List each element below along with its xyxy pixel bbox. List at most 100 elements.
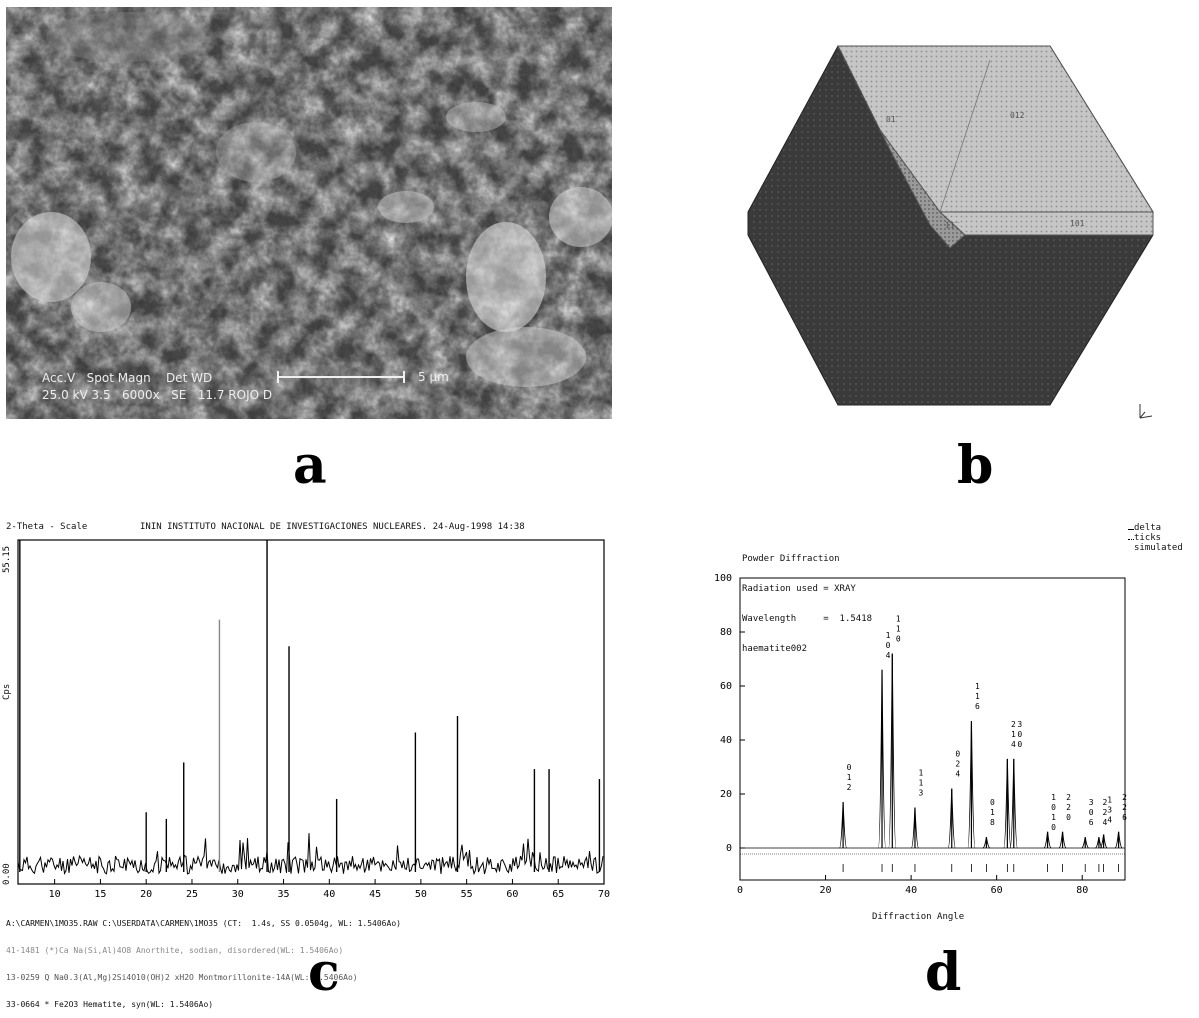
pd-hkl-label: 8 [990, 818, 995, 827]
xrd-header-right: ININ INSTITUTO NACIONAL DE INVESTIGACION… [140, 522, 525, 532]
pd-hkl-label: 3 [919, 789, 924, 798]
xrd-x-tick-label: 20 [140, 889, 152, 900]
pd-x-tick-label: 0 [737, 885, 743, 896]
pd-x-tick-label: 80 [1076, 885, 1088, 896]
pd-peak [888, 653, 897, 849]
face-label-4: 101 [1070, 219, 1085, 228]
xrd-header-left: 2-Theta - Scale [6, 522, 88, 532]
legend-label: ticks [1134, 533, 1162, 543]
xrd-noise-trace [17, 833, 604, 876]
pd-hkl-label: 0 [1017, 730, 1022, 739]
pd-hkl-label: 1 [1051, 793, 1056, 802]
pd-xlabel: Diffraction Angle [872, 912, 965, 922]
panel-label-a: a [293, 435, 327, 496]
pd-y-tick-label: 0 [726, 843, 732, 854]
pd-hkl-label: 4 [1107, 816, 1112, 825]
pd-y-tick-label: 100 [714, 573, 732, 584]
pd-hkl-label: 1 [975, 682, 980, 691]
legend-item-delta: delta [1128, 523, 1183, 533]
pd-hkl-label: 2 [1122, 793, 1127, 802]
pd-chart: 0 20 40 60 80 100 0 20 40 60 80 0 1 2 1 0 4 1 1 0 1 1 3 0 2 4 1 1 6 0… [700, 570, 1140, 930]
xrd-footer-line: 41-1481 (*)Ca Na(Si,Al)4O8 Anorthite, so… [6, 946, 344, 955]
xrd-footer-line: 33-0664 * Fe2O3 Hematite, syn(WL: 1.5406… [6, 1000, 214, 1009]
xrd-x-tick-label: 65 [552, 889, 564, 900]
pd-hkl-label: 4 [1102, 818, 1107, 827]
xrd-x-tick-label: 60 [506, 889, 518, 900]
pd-hkl-label: 0 [955, 750, 960, 759]
face-label-3: 1̅1̅ [945, 221, 960, 230]
xrd-frame [17, 539, 605, 885]
pd-info: Powder Diffraction Radiation used = XRAY… [742, 534, 872, 664]
legend-item-ticks: ticks [1128, 533, 1183, 543]
xrd-x-tick-label: 35 [278, 889, 290, 900]
xrd-x-tick-label: 45 [369, 889, 381, 900]
pd-hkl-label: 0 [1051, 823, 1056, 832]
pd-hkl-label: 4 [1011, 740, 1016, 749]
pd-peak [838, 802, 848, 849]
panel-label-b: b [957, 435, 994, 496]
sem-panel: 5 μm Acc.V Spot Magn Det WD 25.0 kV 3.5 … [6, 7, 612, 419]
pd-peak [947, 788, 956, 849]
pd-y-tick-label: 80 [720, 627, 732, 638]
xrd-x-tick-label: 50 [415, 889, 427, 900]
pd-hkl-label: 2 [1102, 808, 1107, 817]
legend-label: simulated [1134, 543, 1183, 553]
pd-hkl-label: 0 [847, 763, 852, 772]
pd-hkl-label: 2 [1122, 803, 1127, 812]
legend-item-simulated: simulated [1128, 543, 1183, 553]
pd-hkl-label: 0 [886, 641, 891, 650]
pd-title: Powder Diffraction [742, 554, 840, 564]
pd-hkl-label: 3 [1017, 720, 1022, 729]
pd-hkl-label: 2 [1066, 793, 1071, 802]
pd-hkl-label: 4 [886, 651, 891, 660]
xrd-x-tick-label: 10 [49, 889, 61, 900]
pd-hkl-label: 1 [919, 769, 924, 778]
sem-info-line1: Acc.V Spot Magn Det WD [42, 371, 213, 385]
xrd-x-tick-label: 40 [323, 889, 335, 900]
pd-hkl-label: 2 [1011, 720, 1016, 729]
pd-hkl-label: 0 [1066, 813, 1071, 822]
panel-label-d: d [925, 942, 962, 1003]
pd-hkl-label: 1 [1011, 730, 1016, 739]
crystal-panel: 01̅ 012 1̅1̅ 101 [740, 40, 1170, 430]
pd-hkl-label: 1 [886, 631, 891, 640]
pd-hkl-label: 1 [896, 625, 901, 634]
pd-y-tick-label: 40 [720, 735, 732, 746]
pd-hkl-label: 4 [955, 770, 960, 779]
pd-hkl-label: 1 [1051, 813, 1056, 822]
panel-label-c: c [308, 942, 340, 1003]
pd-x-tick-label: 60 [991, 885, 1003, 896]
xrd-x-tick-label: 70 [598, 889, 610, 900]
xrd-footer-line: 13-0259 Q Na0.3(Al,Mg)2Si4O10(OH)2 xH2O … [6, 973, 358, 982]
pd-x-tick-label: 20 [820, 885, 832, 896]
pd-hkl-label: 1 [990, 808, 995, 817]
pd-y-tick-label: 60 [720, 681, 732, 692]
pd-info-line: haematite002 [742, 644, 808, 654]
xrd-ybottom: 0.00 [2, 863, 12, 885]
pd-hkl-label: 6 [1122, 813, 1127, 822]
pd-hkl-label: 1 [919, 779, 924, 788]
xrd-ylabel: Cps [2, 683, 12, 700]
pd-hkl-label: 2 [1066, 803, 1071, 812]
pd-hkl-label: 0 [896, 635, 901, 644]
sem-image [6, 7, 612, 419]
pd-hkl-label: 1 [1107, 796, 1112, 805]
pd-hkl-label: 2 [955, 760, 960, 769]
xrd-plot: 10 15 20 25 30 35 40 45 50 55 60 65 70 [0, 532, 612, 902]
sem-scale-label: 5 μm [418, 370, 449, 384]
face-label-1: 01̅ [886, 115, 901, 124]
pd-hkl-label: 1 [847, 773, 852, 782]
legend-label: delta [1134, 523, 1162, 533]
pd-legend: delta ticks simulated [1128, 523, 1183, 553]
pd-hkl-label: 2 [1102, 798, 1107, 807]
pd-hkl-label: 1 [896, 615, 901, 624]
xrd-x-tick-label: 55 [461, 889, 473, 900]
xrd-x-tick-label: 30 [232, 889, 244, 900]
pd-hkl-label: 6 [975, 702, 980, 711]
xrd-x-tick-label: 15 [94, 889, 106, 900]
xrd-ytop: 55.15 [2, 545, 12, 573]
pd-frame [739, 577, 1126, 881]
pd-hkl-label: 2 [847, 783, 852, 792]
pd-hkl-label: 1 [975, 692, 980, 701]
